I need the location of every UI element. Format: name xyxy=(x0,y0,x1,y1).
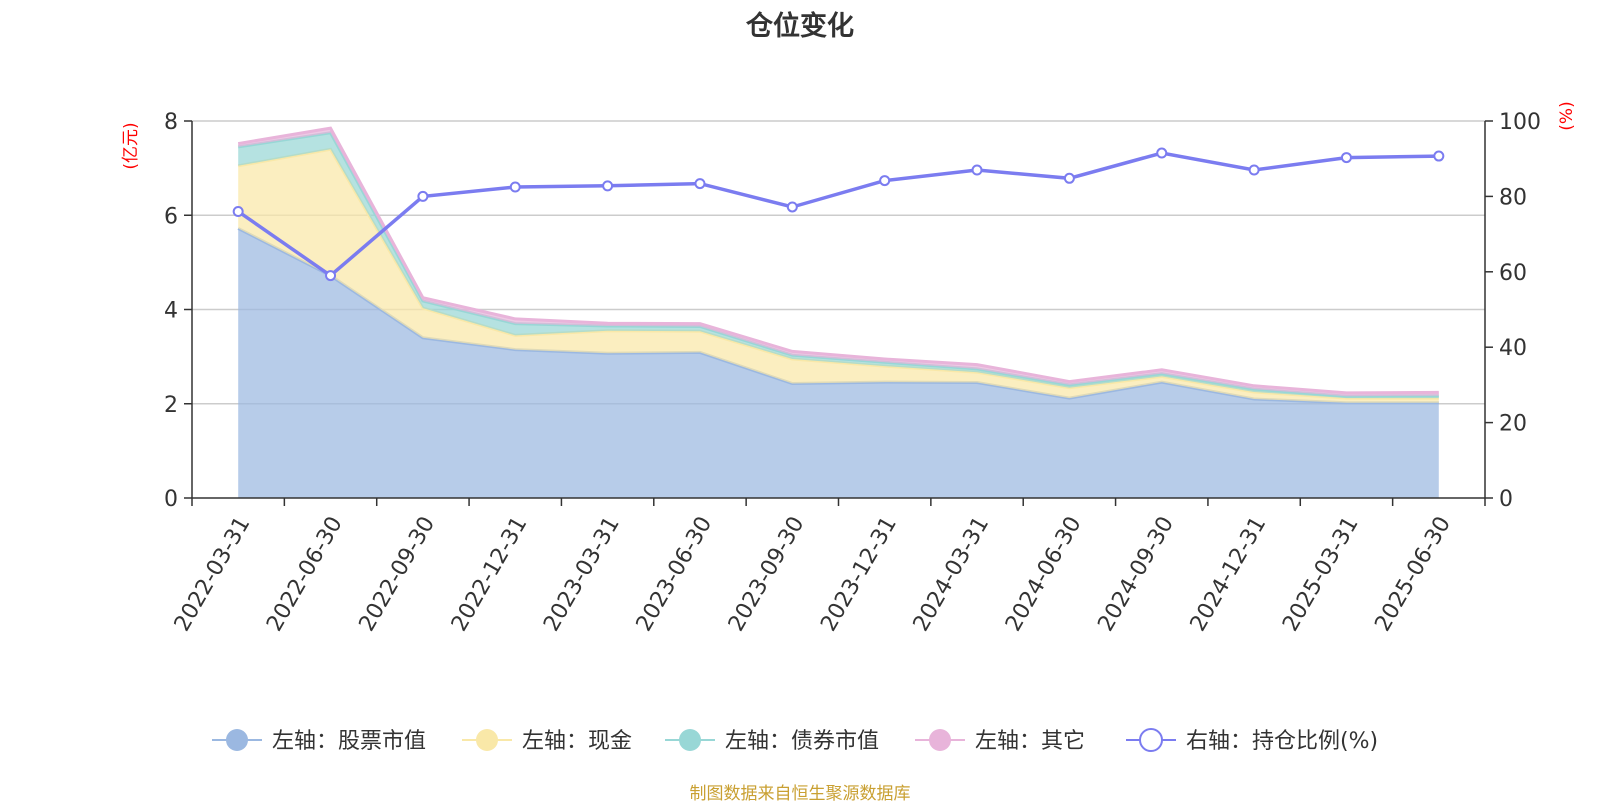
x-tick-label: 2022-09-30 xyxy=(355,513,441,636)
ratio-point xyxy=(1063,172,1075,184)
ratio-line xyxy=(232,147,1445,282)
x-tick-label: 2025-06-30 xyxy=(1370,513,1456,636)
legend-marker xyxy=(226,729,248,751)
legend-label: 左轴：债券市值 xyxy=(725,729,879,754)
legend-label: 右轴：持仓比例(%) xyxy=(1186,729,1378,754)
stacked-areas xyxy=(237,126,1439,498)
legend-label: 左轴：股票市值 xyxy=(272,729,426,754)
x-tick-label: 2023-03-31 xyxy=(539,513,625,636)
right-tick-label: 100 xyxy=(1499,110,1541,135)
x-tick-label: 2023-12-31 xyxy=(816,513,902,636)
area-series-2 xyxy=(238,149,1439,403)
legend-label: 左轴：其它 xyxy=(975,729,1085,754)
right-tick-label: 40 xyxy=(1499,336,1527,361)
ratio-point xyxy=(971,164,983,176)
ratio-point xyxy=(509,181,521,193)
legend-marker xyxy=(679,729,701,751)
left-tick-label: 0 xyxy=(164,487,178,512)
x-tick-label: 2024-06-30 xyxy=(1001,513,1087,636)
x-tick-label: 2024-03-31 xyxy=(909,513,995,636)
x-tick-label: 2022-03-31 xyxy=(170,513,256,636)
ratio-line-path xyxy=(237,151,1439,278)
ratio-point xyxy=(417,190,429,202)
ratio-point xyxy=(879,175,891,187)
right-tick-label: 60 xyxy=(1499,261,1527,286)
x-tick-label: 2023-09-30 xyxy=(724,513,810,636)
ratio-point xyxy=(1340,152,1352,164)
legend-marker xyxy=(1139,728,1163,752)
source-note: 制图数据来自恒生聚源数据库 xyxy=(689,784,911,804)
ratio-point xyxy=(694,178,706,190)
x-tick-label: 2023-06-30 xyxy=(632,513,718,636)
ratio-point xyxy=(325,270,337,282)
left-tick-label: 2 xyxy=(164,393,178,418)
left-tick-label: 8 xyxy=(164,110,178,135)
chart-title: 仓位变化 xyxy=(746,11,854,42)
x-tick-label: 2024-09-30 xyxy=(1093,513,1179,636)
ratio-point xyxy=(786,201,798,213)
ratio-point xyxy=(232,205,244,217)
legend-marker xyxy=(476,729,498,751)
ratio-point xyxy=(602,180,614,192)
x-tick-label: 2025-03-31 xyxy=(1278,513,1364,636)
left-axis-unit: (亿元) xyxy=(121,122,141,169)
legend-label: 左轴：现金 xyxy=(522,729,632,754)
area-series-1 xyxy=(238,228,1439,498)
x-tick-label: 2022-12-31 xyxy=(447,513,533,636)
right-tick-label: 80 xyxy=(1499,185,1527,210)
legend: 左轴：股票市值 左轴：现金 左轴：债券市值 左轴：其它 右轴：持仓比例(%) xyxy=(212,728,1378,754)
area-edge-series-4 xyxy=(237,126,1439,395)
x-tick-label: 2022-06-30 xyxy=(262,513,348,636)
left-tick-label: 4 xyxy=(164,299,178,324)
x-tick-label: 2024-12-31 xyxy=(1186,513,1272,636)
right-tick-label: 20 xyxy=(1499,412,1527,437)
right-tick-label: 0 xyxy=(1499,487,1513,512)
ratio-point xyxy=(1156,147,1168,159)
legend-marker xyxy=(929,729,951,751)
ratio-point xyxy=(1433,150,1445,162)
right-axis-unit: (%) xyxy=(1557,101,1577,130)
ratio-point xyxy=(1248,164,1260,176)
area-series-3 xyxy=(238,132,1439,399)
left-tick-label: 6 xyxy=(164,204,178,229)
